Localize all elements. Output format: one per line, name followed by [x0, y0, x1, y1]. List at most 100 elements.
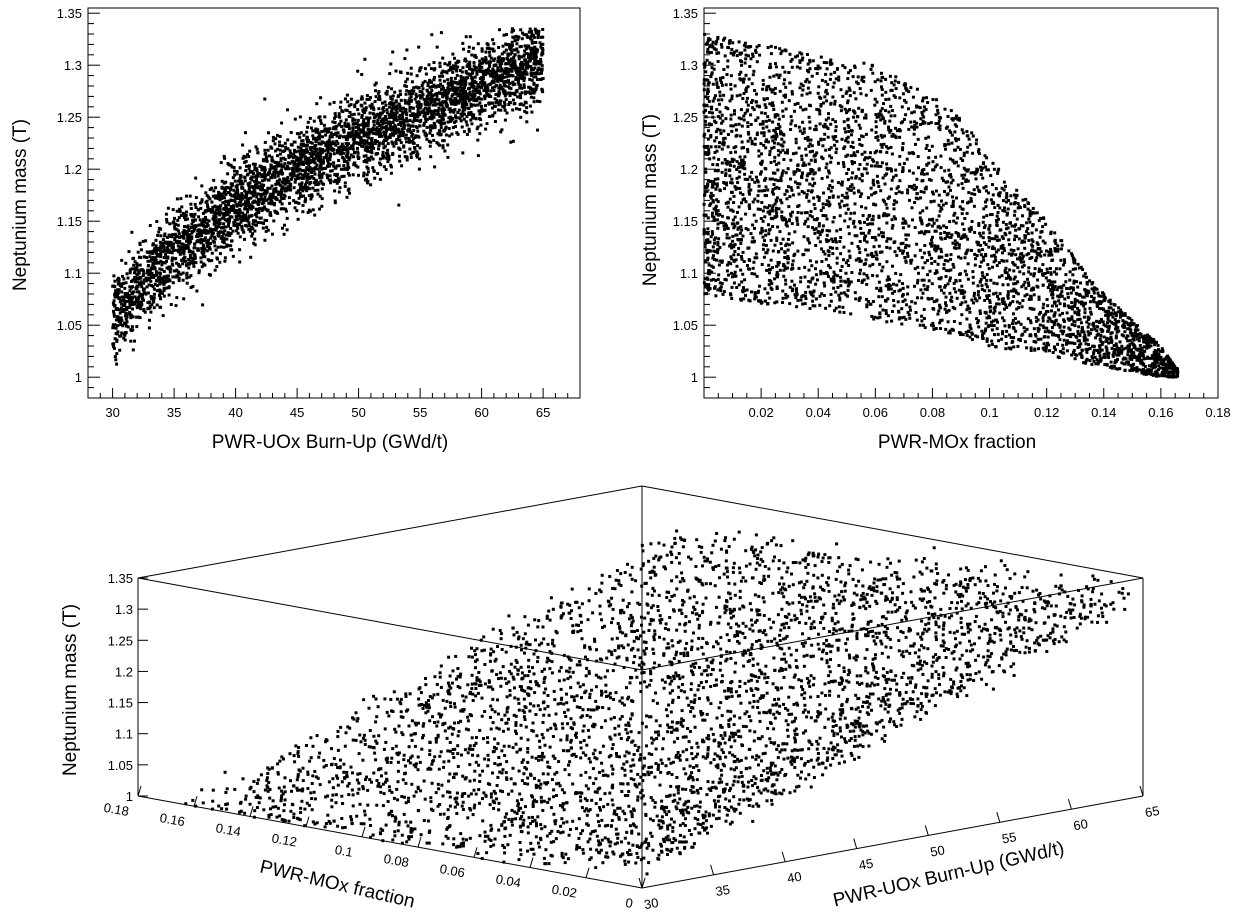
p1-point	[428, 102, 432, 106]
p1-point	[532, 48, 536, 52]
p1-point	[189, 286, 193, 289]
p1-point	[507, 67, 511, 71]
p1-point	[112, 299, 116, 303]
p1-point	[455, 92, 459, 96]
p1-point	[219, 230, 223, 234]
p1-point	[436, 132, 440, 136]
p1-point	[197, 271, 201, 275]
p1-point	[327, 143, 331, 146]
p1-point	[125, 315, 129, 319]
p1-point	[345, 195, 349, 199]
p1-point	[297, 149, 301, 153]
p1-point	[330, 142, 334, 146]
p1-point	[305, 179, 309, 183]
p1-point	[528, 27, 532, 31]
p1-point	[537, 72, 541, 76]
p1-point	[387, 156, 391, 160]
p1-point	[289, 131, 293, 134]
p1-point	[187, 241, 191, 245]
p2-point	[828, 246, 832, 250]
p1-point	[176, 218, 180, 222]
p1-point	[354, 125, 358, 129]
p1-point	[411, 124, 414, 128]
p1-point	[476, 83, 480, 87]
p1-point	[530, 68, 534, 71]
p1-point	[374, 152, 378, 156]
p2-point	[1062, 320, 1066, 323]
p1-point	[415, 95, 418, 99]
p1-point	[499, 99, 503, 103]
p1-point	[377, 90, 381, 93]
p2-point	[938, 128, 942, 132]
p1-point	[264, 229, 268, 233]
p1-point	[525, 106, 529, 110]
p1-point	[320, 204, 324, 208]
p1-point	[532, 81, 536, 85]
p1-point	[250, 226, 254, 229]
p2-point	[830, 179, 834, 183]
p2-point	[1007, 199, 1010, 202]
p1-point	[242, 202, 246, 206]
p1-point	[240, 227, 244, 231]
p2-point	[1009, 248, 1013, 252]
p2-point	[912, 183, 916, 187]
p2-point	[892, 202, 896, 206]
p1-point	[189, 207, 193, 210]
p1-point	[432, 68, 436, 72]
p1-point	[328, 158, 332, 162]
p1-point	[417, 45, 421, 49]
p1-point	[246, 173, 249, 177]
p1-point	[196, 239, 200, 243]
p1-point	[163, 232, 167, 236]
p1-point	[276, 133, 279, 137]
p1-point	[113, 294, 117, 298]
p1-point	[385, 151, 388, 155]
p1-point	[154, 246, 158, 250]
p1-point	[314, 140, 318, 143]
p1-point	[261, 188, 265, 192]
p1-point	[222, 222, 226, 226]
p2-point	[877, 244, 881, 248]
p2-point	[827, 239, 831, 243]
p1-point	[389, 163, 393, 167]
p1-point	[220, 216, 224, 220]
p1-point	[176, 244, 180, 248]
p1-point	[162, 256, 166, 259]
p1-point	[152, 249, 156, 253]
p1-point	[255, 215, 259, 219]
p2-point	[751, 236, 755, 240]
p1-point	[186, 239, 190, 242]
p1-point	[167, 274, 170, 278]
p2-point	[846, 124, 850, 127]
p1-point	[196, 229, 200, 233]
p1-point	[273, 142, 277, 146]
p1-point	[241, 156, 245, 160]
p1-point	[388, 72, 392, 76]
p1-point	[416, 109, 420, 112]
p2-point	[712, 254, 715, 258]
p1-point	[314, 149, 318, 153]
p1-point	[523, 109, 527, 113]
p1-point	[204, 200, 208, 204]
p1-point	[520, 91, 524, 95]
p2-point	[751, 223, 755, 227]
p2-point	[997, 302, 1001, 306]
p1-point	[418, 113, 422, 116]
p2-point	[703, 132, 707, 136]
p2-point	[716, 243, 720, 247]
p1-point	[278, 178, 282, 182]
p1-point	[374, 89, 377, 93]
p1-point	[370, 137, 374, 140]
p1-point	[277, 181, 281, 185]
p1-point	[171, 281, 175, 285]
p1-point	[406, 129, 410, 133]
p1-point	[379, 120, 383, 123]
p1-point	[473, 88, 477, 92]
p1-point	[246, 207, 250, 211]
p1-point	[348, 134, 351, 138]
p1-point	[487, 61, 490, 65]
p1-point	[478, 92, 482, 96]
p2-point	[923, 121, 927, 125]
p1-point	[352, 112, 356, 116]
p1-point	[399, 131, 403, 135]
